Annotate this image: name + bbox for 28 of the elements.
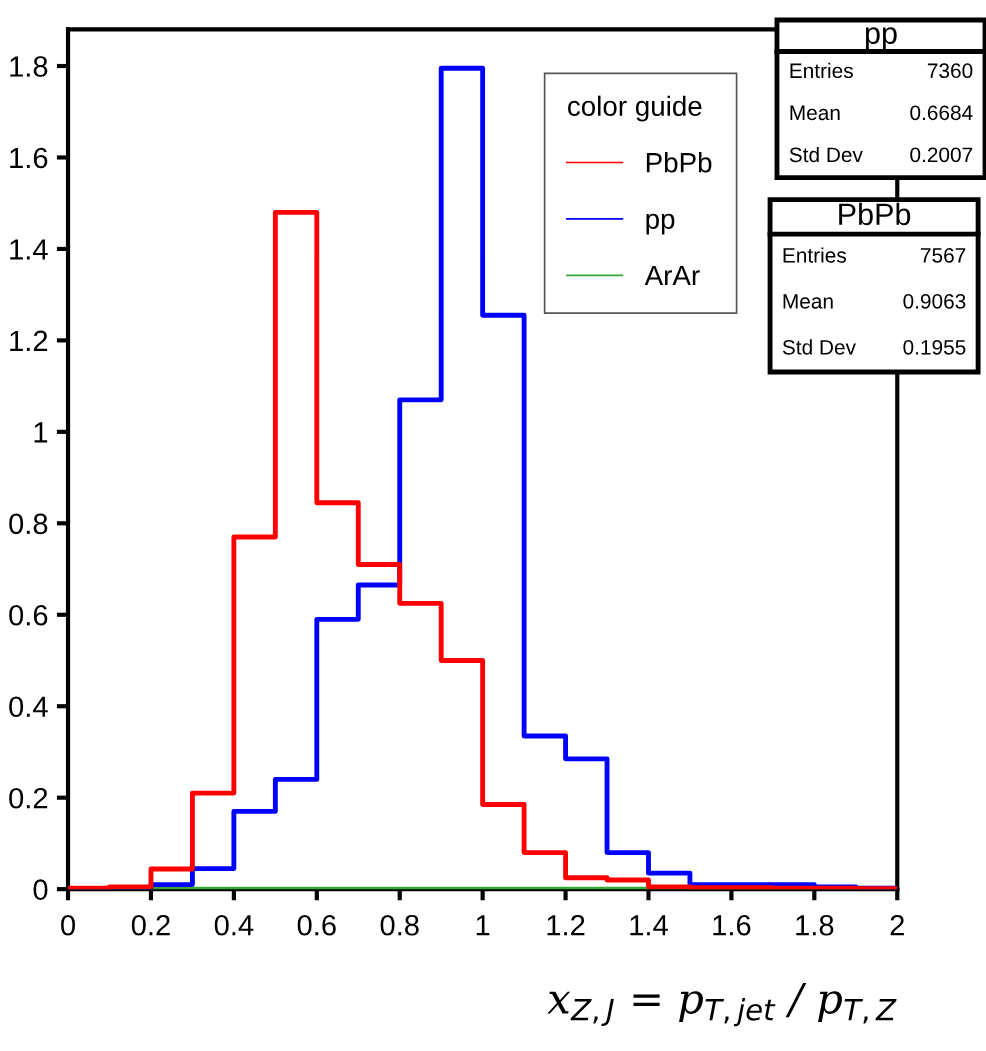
x-tick-label: 0 xyxy=(61,914,75,936)
y-tick-label: 0.2 xyxy=(9,787,48,809)
y-tick-label: 0.4 xyxy=(9,696,48,718)
x-tick-label: 1.6 xyxy=(713,914,751,936)
y-tick-label: 1.8 xyxy=(10,56,48,77)
y-tick-label: 0.8 xyxy=(9,513,48,535)
legend-label: pp xyxy=(646,213,675,235)
x-tick-label: 0.6 xyxy=(297,914,336,936)
y-tick-label: 0 xyxy=(33,879,48,900)
x-tick-label: 0.4 xyxy=(214,914,254,936)
x-axis-title: x$_{Z,J}$ = p$_{T,jet}$ / p$_{T,Z}$ xyxy=(547,983,897,1027)
x-tick-label: 0.2 xyxy=(131,914,170,936)
y-tick-label: 1 xyxy=(34,422,48,443)
legend-title: color guide xyxy=(568,95,702,122)
x-tick-label: 1 xyxy=(476,915,490,936)
text: PbPb Entries 7567 Mean 0.9063 Std Dev 0.1955 xyxy=(782,202,966,355)
x-tick-label: 0.8 xyxy=(380,914,419,936)
x-tick-label: 1.4 xyxy=(630,915,668,936)
x-tick-label: 1.2 xyxy=(547,914,585,936)
legend-label: ArAr xyxy=(644,266,700,286)
y-tick-label: 1.4 xyxy=(10,239,48,260)
y-tick-label: 0.6 xyxy=(9,604,48,626)
legend-label: PbPb xyxy=(646,152,712,173)
text: pp Entries 7360 Mean 0.6684 Std Dev 0.2007 xyxy=(789,27,973,163)
x-tick-label: 2 xyxy=(890,914,904,936)
y-tick-label: 1.2 xyxy=(10,330,48,351)
x-tick-label: 1.8 xyxy=(796,914,834,936)
y-tick-label: 1.6 xyxy=(10,147,48,169)
